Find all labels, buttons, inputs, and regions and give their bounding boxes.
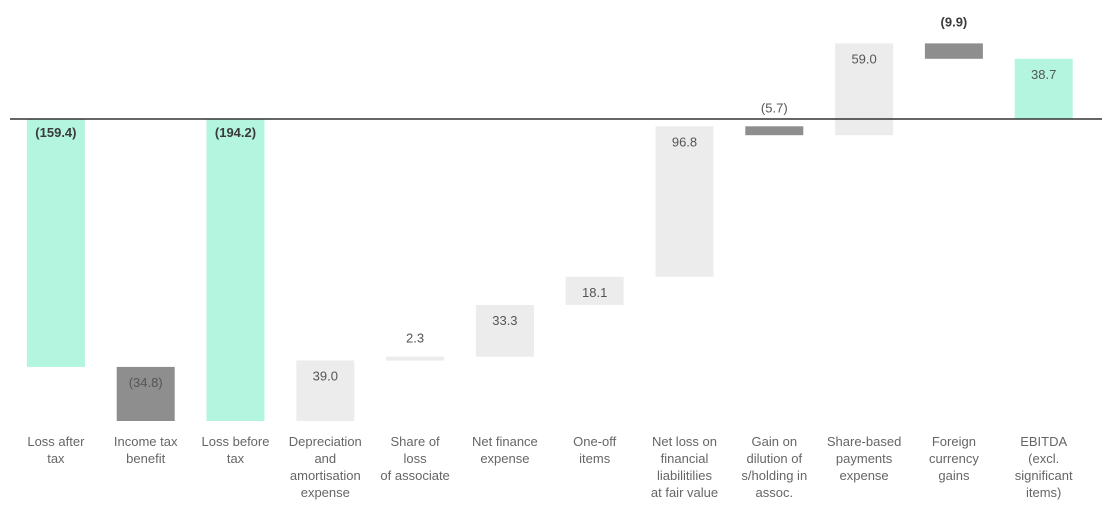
category-label-line: EBITDA [1020, 434, 1067, 449]
category-label-line: and [314, 451, 336, 466]
category-label-line: expense [840, 468, 889, 483]
category-label: Loss after tax [27, 434, 85, 466]
category-label-line: of associate [380, 468, 449, 483]
waterfall-bar [745, 126, 804, 136]
category-label-line: Loss after [27, 434, 85, 449]
category-label-line: Net finance [472, 434, 538, 449]
waterfall-bar [1014, 58, 1073, 119]
category-label-line: liabilitilies [657, 468, 712, 483]
waterfall-bar [475, 305, 534, 357]
category-label-line: amortisation [290, 468, 361, 483]
category-label-line: One-off [573, 434, 617, 449]
category-label-line: tax [227, 451, 245, 466]
category-label-line: s/holding in [741, 468, 807, 483]
category-label-line: Gain on [752, 434, 798, 449]
data-label: (5.7) [761, 100, 788, 115]
data-label: 39.0 [313, 368, 338, 383]
waterfall-bar [655, 126, 714, 277]
category-label-line: assoc. [756, 485, 794, 500]
category-label-line: Net loss on [652, 434, 717, 449]
category-label-line: currency [929, 451, 979, 466]
data-label: (159.4) [35, 125, 76, 140]
category-label-line: Share of [391, 434, 441, 449]
category-label-line: dilution of [746, 451, 802, 466]
data-label: 18.1 [582, 285, 607, 300]
category-label: Gain on dilution of s/holding in assoc. [741, 434, 807, 500]
category-label: Loss before tax [202, 434, 270, 466]
waterfall-bar [206, 119, 265, 421]
category-label-line: expense [301, 485, 350, 500]
category-label-line: expense [480, 451, 529, 466]
category-label-line: Foreign [932, 434, 976, 449]
waterfall-bar [116, 366, 175, 421]
category-label: One-off items [573, 434, 617, 466]
category-label-line: items [579, 451, 611, 466]
waterfall-bar [924, 43, 983, 59]
category-label-line: financial [661, 451, 709, 466]
category-label-line: gains [938, 468, 970, 483]
category-label: Share-based payments expense [827, 434, 901, 483]
category-label: Income tax benefit [114, 434, 178, 466]
category-label: EBITDA (excl. significant items) [1015, 434, 1073, 500]
data-label: (9.9) [941, 14, 968, 29]
category-label: Net finance expense [472, 434, 538, 466]
category-label-line: Loss before [202, 434, 270, 449]
category-label: Foreign currency gains [929, 434, 979, 483]
category-label-line: loss [404, 451, 428, 466]
waterfall-bar [296, 360, 355, 421]
waterfall-bar [386, 356, 445, 361]
data-label: 96.8 [672, 134, 697, 149]
data-label: 2.3 [406, 331, 424, 346]
data-label: (194.2) [215, 125, 256, 140]
category-label-line: significant [1015, 468, 1073, 483]
data-label: 33.3 [492, 313, 517, 328]
data-label: 38.7 [1031, 67, 1056, 82]
category-label-line: Income tax [114, 434, 178, 449]
data-label: 59.0 [851, 51, 876, 66]
category-label-line: payments [836, 451, 893, 466]
category-label-line: at fair value [651, 485, 718, 500]
category-label-line: Depreciation [289, 434, 362, 449]
category-label: Share of loss of associate [380, 434, 449, 483]
category-label: Net loss on financial liabilitilies at fair… [651, 434, 718, 500]
category-label-line: Share-based [827, 434, 901, 449]
category-label-line: (excl. [1028, 451, 1059, 466]
data-label: (34.8) [129, 375, 163, 390]
category-label-line: tax [47, 451, 65, 466]
category-label: Depreciation and amortisation expense [289, 434, 362, 500]
waterfall-bar [835, 43, 894, 136]
category-label-line: benefit [126, 451, 165, 466]
category-label-line: items) [1026, 485, 1061, 500]
waterfall-bar [565, 276, 624, 305]
waterfall-bar [26, 119, 85, 367]
